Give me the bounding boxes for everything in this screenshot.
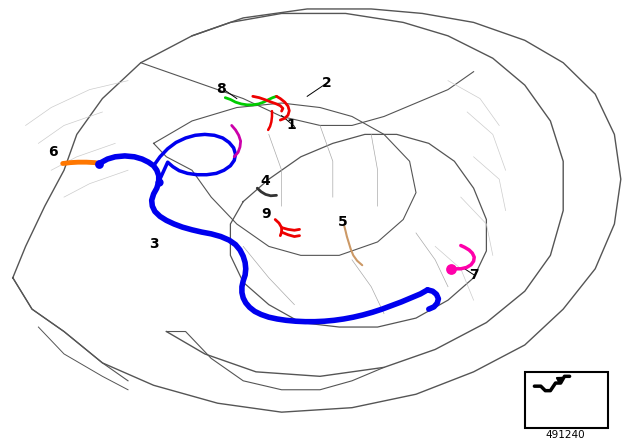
Text: 7: 7 xyxy=(468,267,479,282)
Text: 2: 2 xyxy=(321,76,332,90)
Text: 1: 1 xyxy=(286,118,296,133)
Point xyxy=(94,160,104,167)
Text: 5: 5 xyxy=(337,215,348,229)
Point xyxy=(154,178,164,185)
Text: 8: 8 xyxy=(216,82,226,96)
Point xyxy=(446,265,456,272)
Text: 9: 9 xyxy=(260,207,271,221)
Text: 491240: 491240 xyxy=(545,430,585,439)
Bar xyxy=(525,372,608,428)
Text: 4: 4 xyxy=(260,174,271,189)
Text: 3: 3 xyxy=(148,237,159,251)
Text: 6: 6 xyxy=(47,145,58,159)
